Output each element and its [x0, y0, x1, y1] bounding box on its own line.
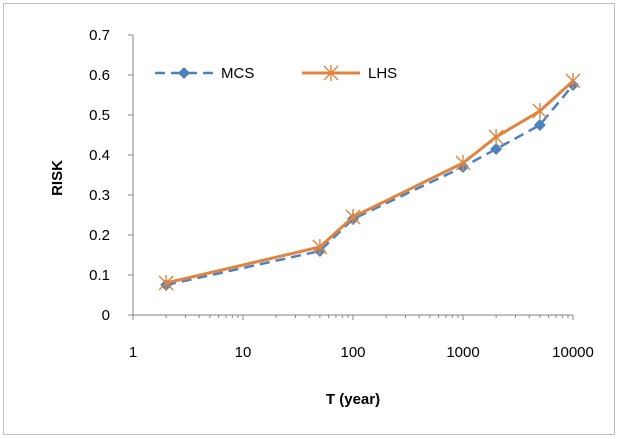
lhs-point: [312, 239, 328, 255]
y-ticks: 0 0.1 0.2 0.3 0.4 0.5 0.6 0.7: [89, 27, 133, 324]
series-lhs: [158, 73, 581, 291]
lhs-point: [323, 65, 339, 81]
x-tick-label: 100: [340, 344, 365, 361]
y-tick-label: 0.1: [89, 267, 110, 284]
lhs-point: [532, 103, 548, 119]
x-ticks: 1 10 100 1000 10000: [129, 315, 594, 361]
legend-label-mcs: MCS: [221, 65, 254, 82]
legend: MCS LHS: [155, 65, 397, 82]
y-tick-label: 0.7: [89, 27, 110, 44]
y-tick-label: 0.5: [89, 107, 110, 124]
y-tick-label: 0.2: [89, 227, 110, 244]
y-tick-label: 0: [102, 307, 110, 324]
mcs-point: [490, 143, 503, 155]
lhs-point: [488, 129, 504, 145]
y-axis-title: RISK: [49, 160, 66, 196]
chart-area: [3, 3, 615, 435]
x-axis-title: T (year): [326, 391, 380, 408]
y-tick-label: 0.3: [89, 187, 110, 204]
x-tick-label: 1000: [446, 344, 479, 361]
x-tick-label: 1: [129, 344, 137, 361]
legend-label-lhs: LHS: [368, 65, 397, 82]
axes: [132, 35, 573, 316]
series-line-mcs: [165, 84, 574, 287]
series-mcs: [160, 79, 579, 291]
lhs-point: [455, 155, 471, 171]
lhs-point: [345, 209, 361, 225]
mcs-point: [533, 119, 546, 131]
series-line-lhs: [165, 79, 575, 285]
x-tick-label: 10: [235, 344, 252, 361]
lhs-point: [565, 73, 581, 89]
y-tick-label: 0.4: [89, 147, 110, 164]
mcs-point: [178, 67, 190, 79]
x-tick-label: 10000: [552, 344, 594, 361]
series-layer: [158, 73, 581, 291]
lhs-point: [158, 275, 174, 291]
y-tick-label: 0.6: [89, 67, 110, 84]
